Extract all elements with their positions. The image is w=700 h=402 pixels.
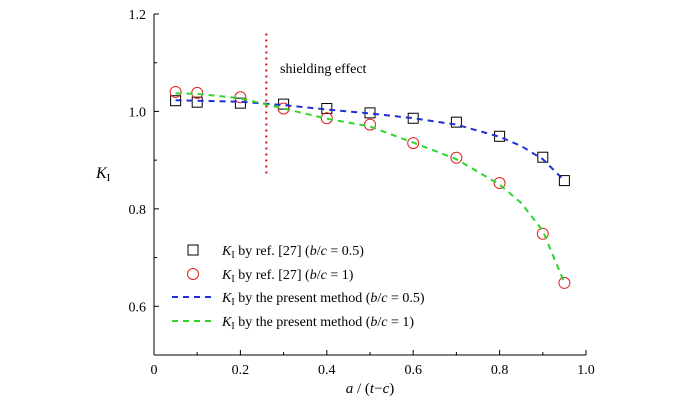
x-label-t: t [370, 381, 375, 397]
legend-c: c [321, 268, 328, 283]
data-point [537, 151, 549, 163]
y-tick-label: 1.0 [129, 105, 147, 120]
x-tick-label: 0 [151, 363, 158, 378]
legend-circle-marker [187, 268, 199, 280]
legend-b: b [370, 291, 377, 306]
data-point [450, 116, 462, 128]
legend-text: by ref. [27] ( [235, 244, 310, 259]
legend-slash: / [317, 244, 321, 259]
legend-label: KI by ref. [27] (b/c = 1) [221, 268, 354, 285]
legend-k: K [221, 291, 232, 306]
series-line [175, 92, 566, 284]
data-point [320, 112, 333, 125]
legend-c: c [381, 315, 388, 330]
legend-label: KI by ref. [27] (b/c = 0.5) [221, 244, 364, 261]
legend-value: = 0.5) [327, 244, 364, 259]
x-label-sep: / ( [353, 381, 370, 397]
legend-c: c [321, 244, 328, 259]
data-point [493, 177, 506, 190]
legend-item-2: KI by the present method (b/c = 0.5) [172, 291, 425, 308]
legend-slash: / [317, 268, 321, 283]
legend-k-sub: I [231, 297, 234, 308]
y-label-k: K [95, 165, 108, 182]
legend-b: b [310, 268, 317, 283]
x-tick-label: 0.4 [318, 363, 336, 378]
series-1 [169, 85, 571, 289]
data-point [450, 151, 463, 164]
legend-value: = 1) [387, 315, 414, 330]
y-tick-label: 0.6 [129, 300, 147, 315]
axes: 0 0.2 0.4 0.6 0.8 1.0 0.6 0.8 1.0 1.2 [129, 8, 595, 378]
data-point [234, 97, 246, 109]
shielding-label: shielding effect [280, 62, 367, 77]
legend-text: by the present method ( [235, 291, 371, 306]
data-point [536, 227, 549, 240]
data-point [407, 137, 420, 150]
legend-c: c [381, 291, 388, 306]
data-point [169, 85, 182, 98]
x-label-minus: − [374, 381, 382, 397]
legend-item-3: KI by the present method (b/c = 1) [172, 315, 414, 332]
x-label-c: c [383, 381, 390, 397]
legend-b: b [310, 244, 317, 259]
legend-text: by ref. [27] ( [235, 268, 310, 283]
legend-k-sub: I [231, 321, 234, 332]
y-axis-label: KI [95, 165, 111, 184]
series-3 [175, 92, 566, 284]
x-label-a: a [346, 381, 354, 397]
series-2 [175, 99, 566, 182]
data-point [277, 102, 290, 115]
legend-item-1: KI by ref. [27] (b/c = 1) [187, 268, 354, 285]
series-layer [169, 85, 571, 289]
legend-value: = 0.5) [387, 291, 424, 306]
legend-label: KI by the present method (b/c = 0.5) [221, 291, 425, 308]
legend-k: K [221, 268, 232, 283]
data-point [558, 276, 571, 289]
y-tick-label: 0.8 [129, 203, 147, 218]
legend-text: by the present method ( [235, 315, 371, 330]
data-point [558, 175, 570, 187]
legend: KI by ref. [27] (b/c = 0.5)KI by ref. [2… [172, 244, 425, 332]
x-tick-label: 0.6 [404, 363, 422, 378]
legend-k-sub: I [231, 250, 234, 261]
series-0 [170, 95, 570, 187]
x-tick-label: 1.0 [577, 363, 595, 378]
x-label-close: ) [389, 381, 394, 397]
legend-slash: / [377, 315, 381, 330]
data-point [191, 96, 203, 108]
legend-square-marker [187, 244, 199, 256]
legend-value: = 1) [327, 268, 354, 283]
x-tick-label: 0.8 [491, 363, 509, 378]
y-tick-label: 1.2 [129, 8, 147, 23]
series-line [175, 99, 566, 182]
x-axis-label: a / (t−c) [346, 381, 394, 397]
axis-labels: KIa / (t−c) [95, 165, 394, 397]
legend-k: K [221, 244, 232, 259]
x-tick-label: 0.2 [232, 363, 250, 378]
legend-slash: / [377, 291, 381, 306]
legend-k: K [221, 315, 232, 330]
legend-b: b [370, 315, 377, 330]
legend-label: KI by the present method (b/c = 1) [221, 315, 414, 332]
legend-k-sub: I [231, 274, 234, 285]
annotation: shielding effect [265, 33, 367, 175]
legend-item-0: KI by ref. [27] (b/c = 0.5) [187, 244, 364, 261]
y-label-sub: I [107, 172, 111, 184]
